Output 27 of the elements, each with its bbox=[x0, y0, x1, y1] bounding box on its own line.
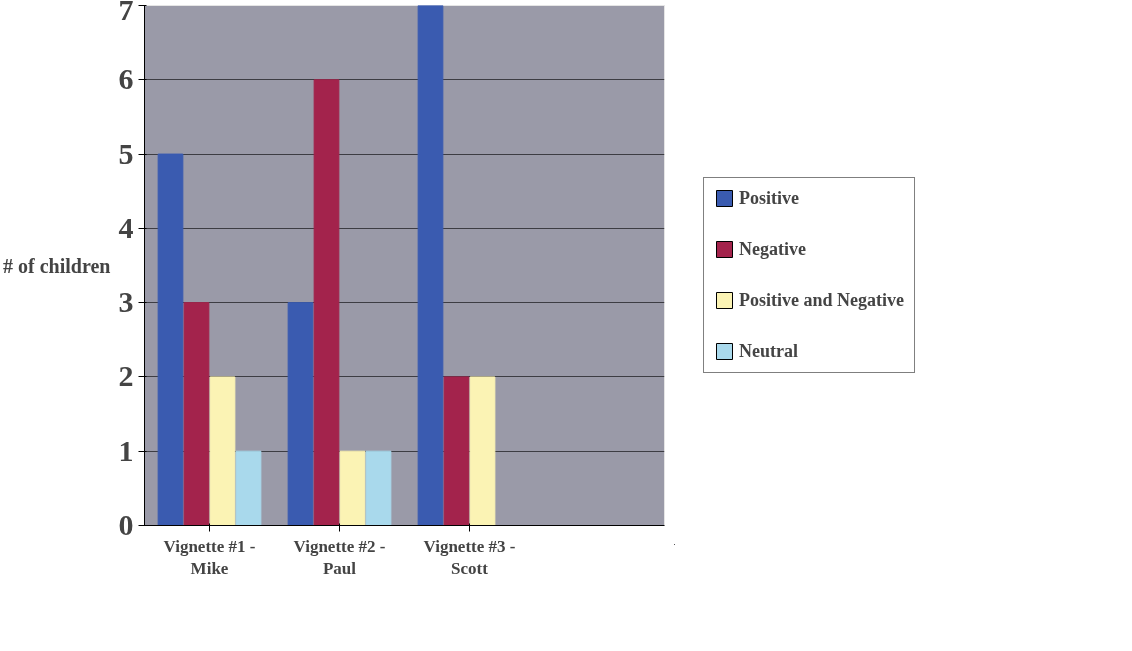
bar bbox=[313, 79, 340, 526]
bar bbox=[443, 376, 470, 526]
legend-label: Neutral bbox=[739, 340, 798, 362]
y-tick-label: 4 bbox=[118, 210, 134, 244]
x-tick-label: Vignette #3 - Scott bbox=[423, 536, 516, 579]
legend-label: Positive bbox=[739, 187, 800, 209]
y-tick-label: 7 bbox=[118, 0, 134, 26]
y-tick-label: 5 bbox=[118, 136, 134, 170]
bar bbox=[469, 376, 496, 526]
y-tick-label: 1 bbox=[118, 433, 134, 467]
bar bbox=[287, 302, 314, 526]
bar bbox=[235, 450, 262, 526]
bar bbox=[417, 5, 444, 526]
y-axis-title: # of children bbox=[3, 254, 111, 277]
bar bbox=[209, 376, 236, 526]
bar bbox=[365, 450, 392, 526]
x-tick-label: Vignette #2 - Paul bbox=[293, 536, 386, 579]
bar bbox=[157, 153, 184, 526]
legend-label: Positive and Negative bbox=[739, 289, 904, 311]
y-tick-label: 0 bbox=[118, 508, 134, 541]
y-tick-label: 3 bbox=[118, 285, 134, 319]
bar bbox=[183, 302, 210, 526]
y-tick-label: 2 bbox=[118, 359, 134, 393]
legend-label: Negative bbox=[739, 238, 806, 260]
x-tick-label: Vignette #1 - Mike bbox=[163, 536, 256, 579]
y-tick-label: 6 bbox=[118, 62, 134, 96]
bar bbox=[339, 450, 366, 526]
